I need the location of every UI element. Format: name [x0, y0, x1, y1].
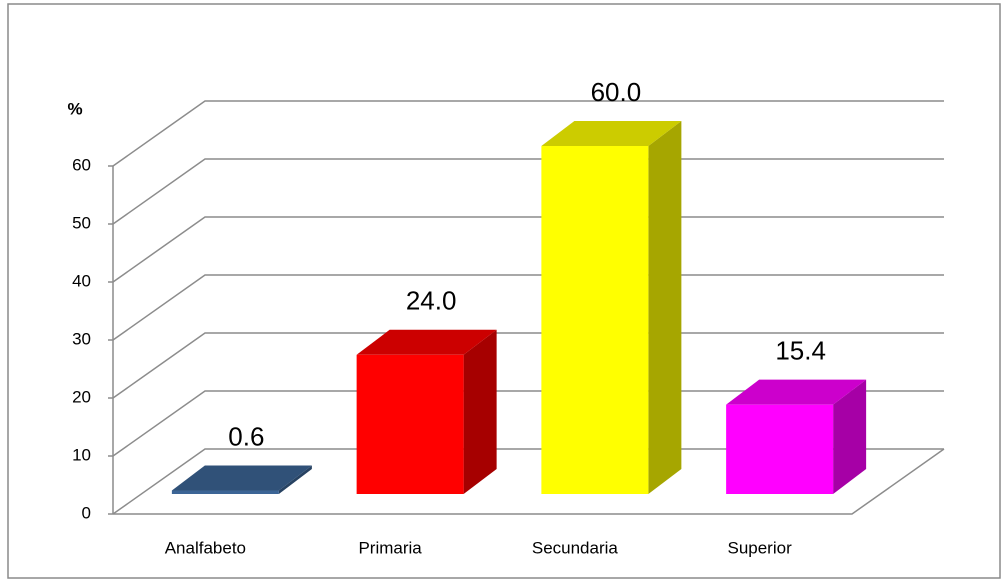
- bar: [356, 354, 464, 494]
- grid-line: [112, 100, 944, 167]
- grid-line: [112, 158, 944, 225]
- frame: [7, 3, 1001, 579]
- bar-side: [278, 465, 312, 494]
- bar-side: [648, 121, 682, 494]
- bar-top: [541, 121, 682, 146]
- bar-top: [726, 379, 867, 405]
- bar-top: [356, 329, 497, 355]
- x-tick-label: Primaria: [358, 538, 422, 557]
- bar-top: [171, 465, 312, 491]
- floor: [113, 448, 945, 515]
- bar: [171, 490, 279, 494]
- x-tick-label: Analfabeto: [165, 538, 246, 557]
- bar-side: [463, 329, 497, 494]
- value-label: 60.0: [591, 77, 642, 107]
- grid-line: [112, 448, 944, 515]
- y-tick-label: 0: [82, 503, 91, 522]
- value-label: 24.0: [406, 286, 457, 316]
- y-tick-label: 50: [72, 213, 91, 232]
- grid-line: [112, 332, 944, 399]
- y-tick-label: 10: [72, 445, 91, 464]
- y-axis-label: %: [67, 99, 82, 118]
- value-label: 0.6: [228, 421, 264, 451]
- grid-line: [112, 274, 944, 341]
- y-tick-label: 30: [72, 329, 91, 348]
- grid-line: [112, 390, 944, 457]
- grid-line: [112, 216, 944, 283]
- x-tick-label: Secundaria: [532, 538, 619, 557]
- y-tick-label: 40: [72, 271, 91, 290]
- y-tick-label: 60: [72, 155, 91, 174]
- value-label: 15.4: [775, 336, 826, 366]
- x-tick-label: Superior: [727, 538, 792, 557]
- bar: [541, 146, 649, 494]
- bar-side: [833, 379, 867, 494]
- bar: [726, 404, 834, 494]
- y-tick-label: 20: [72, 387, 91, 406]
